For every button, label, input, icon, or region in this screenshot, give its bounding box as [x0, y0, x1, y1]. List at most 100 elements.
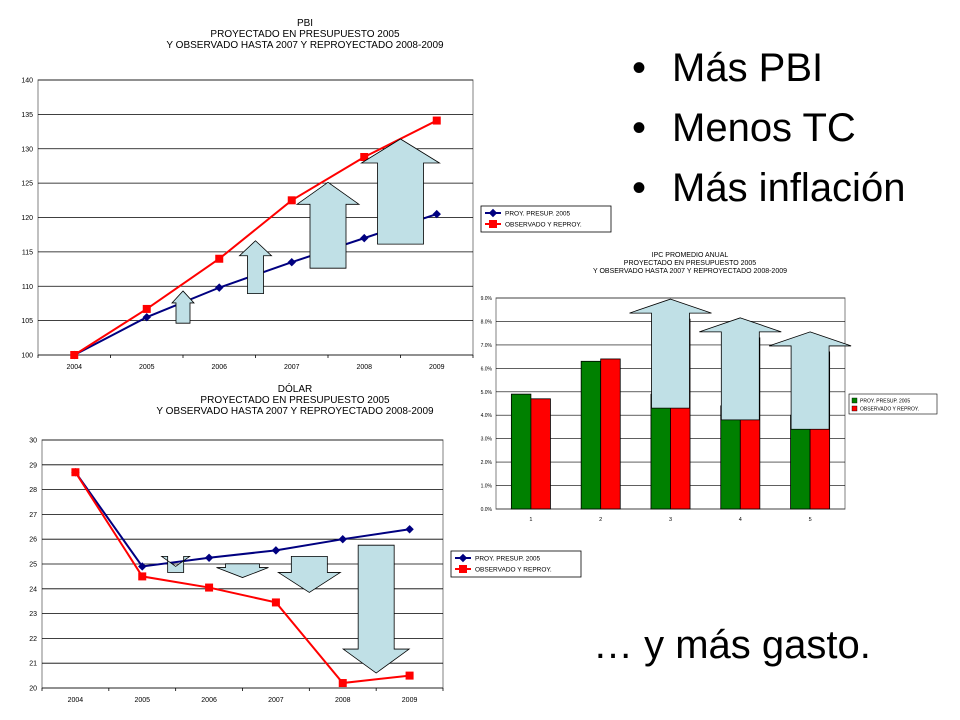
- data-point: [215, 283, 224, 292]
- chart-title-line: PROYECTADO EN PRESUPUESTO 2005: [200, 395, 390, 406]
- legend-marker: [459, 565, 467, 573]
- x-tick-label: 5: [809, 517, 812, 523]
- up-arrow-icon: [171, 290, 195, 324]
- y-tick-label: 4.0%: [481, 413, 493, 419]
- data-point: [338, 534, 347, 544]
- y-tick-label: 2.0%: [481, 460, 493, 466]
- legend-label: PROY. PRESUP. 2005: [475, 556, 541, 563]
- x-tick-label: 2008: [335, 697, 351, 704]
- data-point: [287, 257, 296, 267]
- down-arrow-icon: [160, 556, 191, 573]
- tagline: … y más gasto.: [593, 623, 871, 667]
- legend-swatch: [851, 405, 858, 412]
- y-tick-label: 0.0%: [481, 507, 493, 513]
- legend-label: OBSERVADO Y REPROY.: [505, 222, 582, 229]
- y-tick-label: 28: [29, 487, 37, 494]
- bullet-text: Más PBI: [672, 46, 824, 90]
- bullet-dot: •: [632, 166, 647, 210]
- x-tick-label: 2004: [66, 364, 82, 371]
- chart-title-line: DÓLAR: [277, 384, 313, 395]
- bullet-item: • Más PBI: [632, 38, 905, 98]
- x-tick-label: 4: [739, 517, 742, 523]
- x-tick-label: 2004: [68, 697, 84, 704]
- data-point: [215, 254, 224, 263]
- x-tick-label: 1: [529, 517, 532, 523]
- data-point: [142, 304, 151, 313]
- bullet-text: Más inflación: [672, 166, 906, 210]
- data-point: [405, 671, 414, 680]
- series-line-observado: [74, 471, 410, 685]
- legend-box: [480, 205, 612, 233]
- legend-box: [450, 550, 582, 578]
- legend-label: PROY. PRESUP. 2005: [860, 399, 910, 405]
- up-arrow-icon: [629, 298, 712, 409]
- data-point: [360, 233, 369, 243]
- bar-proy: [650, 393, 671, 510]
- x-tick-label: 2009: [402, 697, 418, 704]
- legend-box: [848, 393, 938, 415]
- down-arrow-icon: [216, 563, 269, 578]
- y-tick-label: 22: [29, 636, 37, 643]
- chart-title-line: IPC PROMEDIO ANUAL: [651, 252, 729, 259]
- chart-title-line: Y OBSERVADO HASTA 2007 Y REPROYECTADO 20…: [166, 40, 444, 51]
- data-point: [142, 312, 151, 322]
- bar-observado: [530, 398, 551, 510]
- y-tick-label: 115: [22, 249, 33, 256]
- chart-title-line: PBI: [296, 18, 314, 29]
- y-tick-label: 5.0%: [481, 390, 493, 396]
- data-point: [338, 679, 347, 688]
- down-arrow-icon: [276, 555, 342, 593]
- y-tick-label: 120: [21, 215, 33, 222]
- series-line-proy: [74, 471, 410, 568]
- data-point: [271, 598, 280, 607]
- up-arrow-icon: [238, 240, 273, 295]
- y-tick-label: 1.0%: [481, 484, 493, 490]
- chart-title-ipc: IPC PROMEDIO ANUAL PROYECTADO EN PRESUPU…: [585, 252, 795, 276]
- data-point: [205, 583, 214, 592]
- up-arrow-icon: [699, 317, 782, 421]
- y-tick-label: 135: [21, 112, 33, 119]
- legend-swatch: [851, 397, 858, 404]
- data-point: [71, 468, 80, 477]
- chart-title-line: Y OBSERVADO HASTA 2007 Y REPROYECTADO 20…: [156, 406, 434, 417]
- bar-observado: [600, 358, 621, 510]
- bar-proy: [580, 360, 602, 510]
- bullet-text: Menos TC: [672, 106, 856, 150]
- y-tick-label: 110: [22, 284, 33, 291]
- data-point: [405, 525, 414, 534]
- y-tick-label: 8.0%: [481, 319, 493, 325]
- data-point: [70, 351, 79, 359]
- y-tick-label: 24: [29, 586, 37, 593]
- x-tick-label: 2006: [201, 697, 217, 704]
- y-tick-label: 140: [21, 78, 33, 85]
- data-point: [138, 572, 147, 581]
- y-tick-label: 7.0%: [481, 343, 493, 349]
- x-tick-label: 2006: [211, 364, 227, 371]
- data-point: [287, 196, 296, 205]
- chart-title-line: PROYECTADO EN PRESUPUESTO 2005: [623, 260, 757, 267]
- chart-title-line: Y OBSERVADO HASTA 2007 Y REPROYECTADO 20…: [592, 268, 788, 275]
- bullet-dot: •: [632, 46, 647, 90]
- data-point: [271, 546, 281, 555]
- chart-title-dolar: DÓLAR PROYECTADO EN PRESUPUESTO 2005 Y O…: [150, 384, 440, 417]
- bullet-item: • Menos TC: [632, 98, 905, 158]
- up-arrow-icon: [360, 138, 441, 245]
- up-arrow-icon: [295, 181, 361, 269]
- data-point: [360, 153, 369, 161]
- bullet-list: • Más PBI • Menos TC • Más inflación: [632, 38, 905, 218]
- y-tick-label: 30: [29, 438, 37, 445]
- data-point: [204, 553, 214, 563]
- x-tick-label: 2: [599, 517, 602, 523]
- x-tick-label: 2007: [268, 697, 284, 704]
- down-arrow-icon: [341, 544, 411, 674]
- up-arrow-icon: [768, 331, 852, 430]
- chart-title-line: PROYECTADO EN PRESUPUESTO 2005: [210, 29, 400, 40]
- y-tick-label: 25: [29, 562, 37, 569]
- bullet-dot: •: [632, 106, 647, 150]
- legend-marker: [488, 208, 498, 218]
- x-tick-label: 2005: [139, 364, 155, 371]
- y-tick-label: 9.0%: [481, 296, 493, 302]
- data-point: [432, 209, 441, 219]
- y-tick-label: 130: [21, 146, 33, 153]
- data-point: [138, 562, 147, 571]
